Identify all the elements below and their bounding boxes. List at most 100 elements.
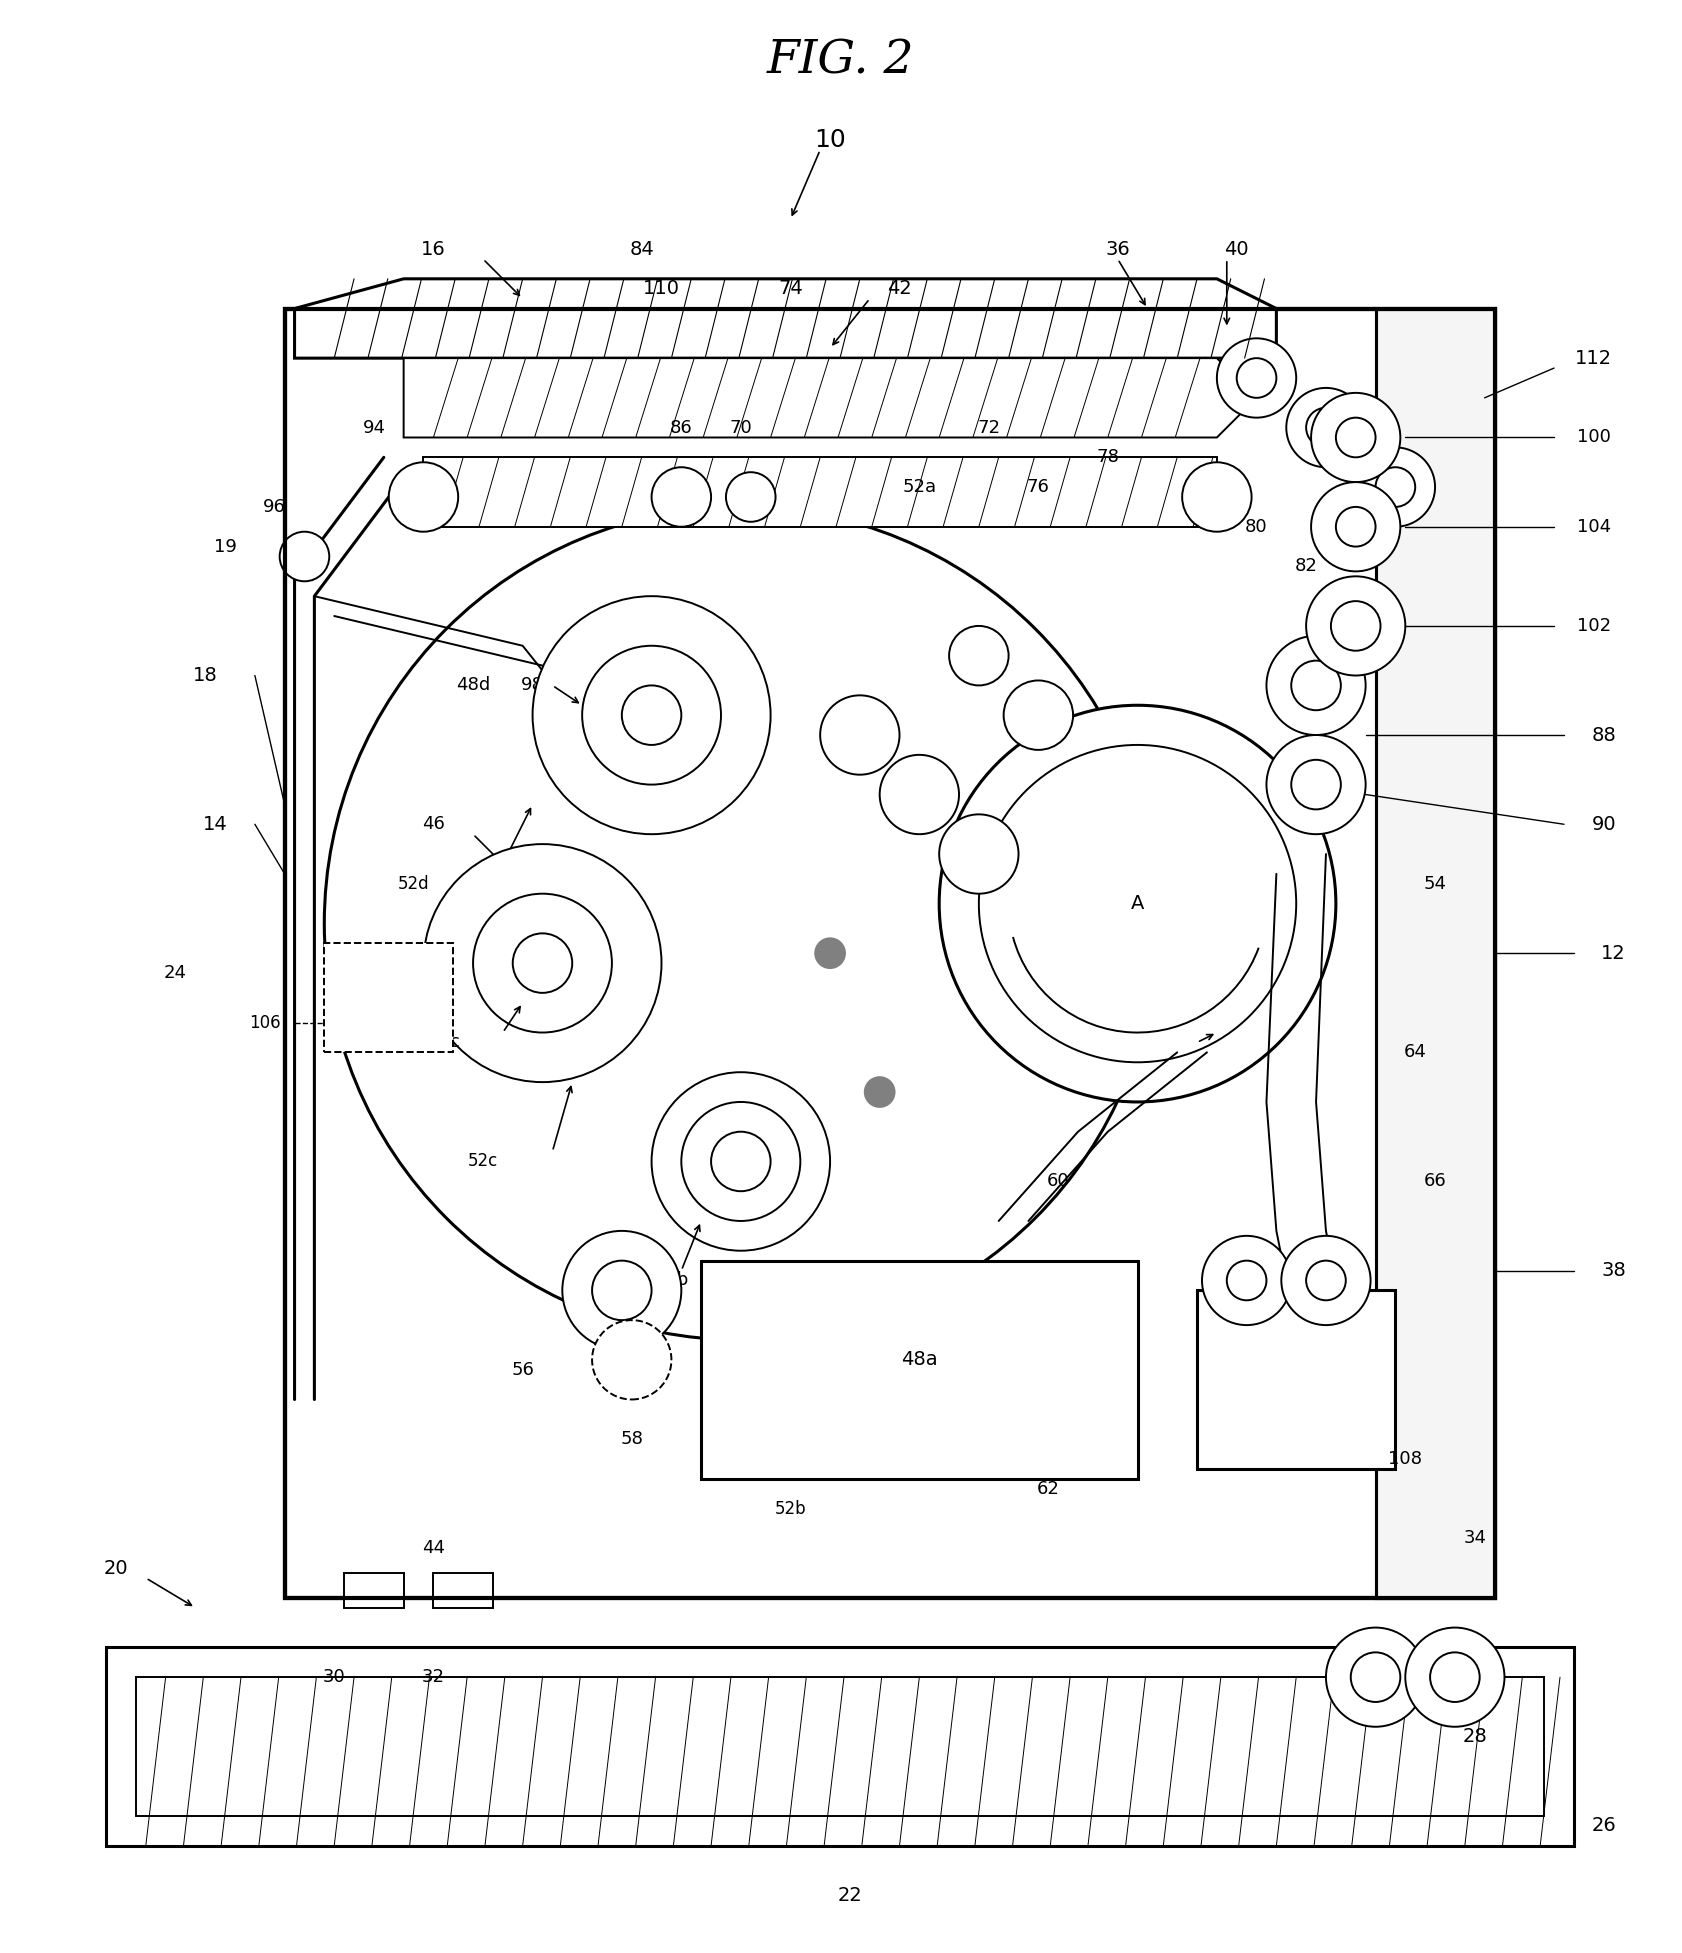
Polygon shape: [404, 357, 1256, 437]
Text: 96: 96: [264, 498, 286, 516]
Text: 20: 20: [104, 1558, 128, 1578]
Text: A: A: [1130, 894, 1144, 914]
Circle shape: [1310, 482, 1401, 572]
Bar: [1198, 1291, 1396, 1469]
Bar: [284, 309, 1495, 1598]
Text: 26: 26: [1591, 1816, 1616, 1836]
Circle shape: [1292, 660, 1341, 711]
Circle shape: [1267, 637, 1366, 734]
Text: 62: 62: [1036, 1480, 1060, 1498]
Circle shape: [1325, 1627, 1425, 1726]
Text: 60: 60: [1046, 1172, 1070, 1189]
Circle shape: [939, 814, 1019, 894]
Circle shape: [1182, 463, 1251, 531]
Circle shape: [1351, 1652, 1401, 1701]
Circle shape: [939, 705, 1336, 1101]
Text: 52c: 52c: [468, 1152, 498, 1170]
Circle shape: [1004, 680, 1073, 750]
Circle shape: [562, 1230, 681, 1350]
Text: 84: 84: [629, 240, 654, 258]
Circle shape: [1282, 1236, 1371, 1324]
Circle shape: [1307, 1260, 1346, 1301]
Circle shape: [1404, 1627, 1504, 1726]
Bar: [284, 309, 1495, 1598]
Text: 28: 28: [1462, 1726, 1487, 1746]
Circle shape: [1267, 734, 1366, 834]
Circle shape: [592, 1320, 671, 1400]
Text: 86: 86: [669, 418, 693, 437]
Text: 94: 94: [362, 418, 385, 437]
Circle shape: [880, 756, 959, 834]
Text: 22: 22: [838, 1887, 863, 1904]
Text: 72: 72: [977, 418, 1001, 437]
Text: 58: 58: [621, 1430, 643, 1447]
Circle shape: [949, 625, 1009, 686]
Circle shape: [979, 744, 1297, 1062]
Circle shape: [1307, 576, 1404, 676]
Circle shape: [821, 695, 900, 775]
Text: 54: 54: [1423, 875, 1447, 893]
Text: 48c: 48c: [427, 1033, 459, 1051]
Text: 110: 110: [643, 279, 680, 299]
Text: 30: 30: [323, 1668, 345, 1685]
Text: 100: 100: [1576, 428, 1611, 447]
Text: 19: 19: [214, 537, 237, 555]
Bar: [701, 1260, 1137, 1478]
Text: 70: 70: [730, 418, 752, 437]
Bar: [1376, 309, 1495, 1598]
Circle shape: [651, 1072, 831, 1250]
Circle shape: [1376, 467, 1415, 508]
Text: 32: 32: [422, 1668, 446, 1685]
Text: 38: 38: [1601, 1262, 1626, 1279]
Text: 98: 98: [521, 676, 543, 695]
Circle shape: [1203, 1236, 1292, 1324]
Text: 78: 78: [1097, 449, 1119, 467]
Circle shape: [1310, 393, 1401, 482]
Circle shape: [1336, 418, 1376, 457]
Text: 66: 66: [1423, 1172, 1447, 1189]
Text: 14: 14: [204, 814, 227, 834]
Text: 50: 50: [481, 894, 505, 912]
Text: 10: 10: [814, 129, 846, 152]
Circle shape: [1236, 357, 1277, 398]
Circle shape: [1292, 760, 1341, 809]
Circle shape: [816, 937, 844, 969]
Text: 36: 36: [1105, 240, 1130, 258]
Circle shape: [1226, 1260, 1267, 1301]
Circle shape: [1287, 389, 1366, 467]
Text: 16: 16: [420, 240, 446, 258]
Bar: [325, 943, 452, 1053]
Text: 48b: 48b: [654, 1271, 688, 1289]
Bar: [345, 1572, 404, 1607]
Text: 48a: 48a: [902, 1350, 937, 1369]
Text: 112: 112: [1574, 350, 1613, 367]
Text: 52a: 52a: [902, 478, 937, 496]
Text: 52b: 52b: [775, 1500, 806, 1517]
Circle shape: [1356, 447, 1435, 527]
Text: 104: 104: [1576, 518, 1611, 535]
Text: FIG. 2: FIG. 2: [767, 37, 915, 84]
Bar: [136, 1678, 1544, 1816]
Text: 102: 102: [1576, 617, 1611, 635]
Text: 106: 106: [249, 1014, 281, 1031]
Circle shape: [473, 894, 612, 1033]
Circle shape: [1330, 602, 1381, 650]
Text: 48d: 48d: [456, 676, 489, 695]
Text: 40: 40: [1224, 240, 1250, 258]
Circle shape: [727, 473, 775, 521]
Circle shape: [513, 934, 572, 992]
Circle shape: [1430, 1652, 1480, 1701]
Circle shape: [533, 596, 770, 834]
Text: 24: 24: [165, 965, 187, 982]
Text: 42: 42: [886, 279, 912, 299]
Circle shape: [424, 844, 661, 1082]
Circle shape: [1216, 338, 1297, 418]
Text: 52d: 52d: [397, 875, 429, 893]
Text: 108: 108: [1388, 1449, 1423, 1469]
Circle shape: [325, 508, 1157, 1340]
Circle shape: [865, 1078, 895, 1107]
Circle shape: [651, 467, 711, 527]
Text: 80: 80: [1245, 518, 1268, 535]
Circle shape: [681, 1101, 801, 1221]
Text: 64: 64: [1404, 1043, 1426, 1060]
